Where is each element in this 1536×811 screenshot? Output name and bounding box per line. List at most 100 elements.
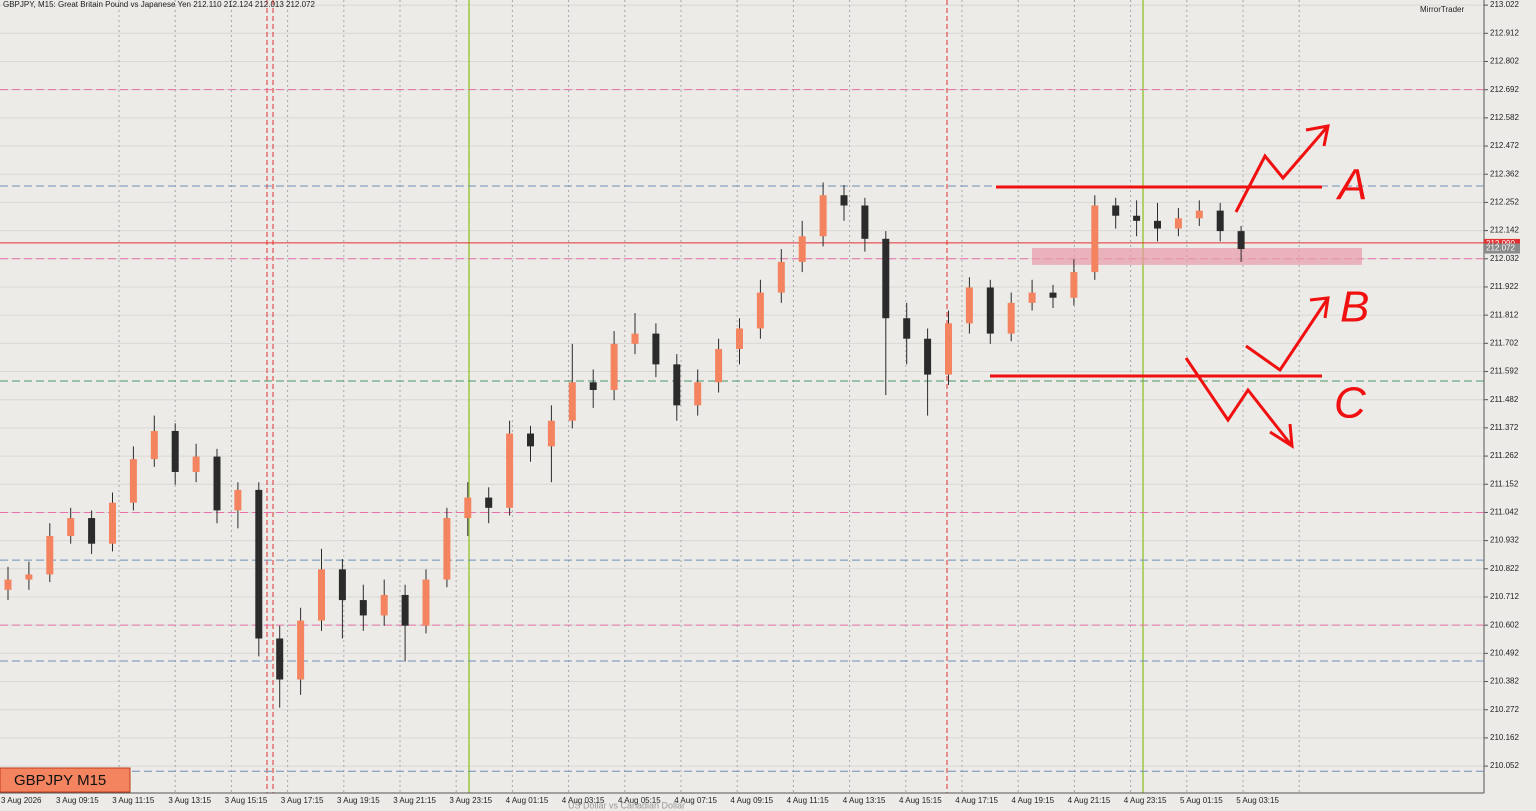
candle-body bbox=[380, 594, 388, 616]
x-tick-label: 3 Aug 23:15 bbox=[449, 796, 492, 805]
candle-body bbox=[715, 348, 723, 383]
x-tick-label: 4 Aug 09:15 bbox=[730, 796, 773, 805]
candle-body bbox=[150, 430, 158, 460]
candle-body bbox=[1049, 292, 1057, 298]
x-tick-label: 3 Aug 2026 bbox=[1, 796, 42, 805]
x-tick-label: 4 Aug 21:15 bbox=[1068, 796, 1111, 805]
candle-body bbox=[506, 433, 514, 508]
footer-text: US Dollar vs Canadian Dollar bbox=[568, 800, 685, 810]
x-tick-label: 4 Aug 07:15 bbox=[674, 796, 717, 805]
y-tick-label: 210.052 bbox=[1490, 761, 1519, 770]
x-tick-label: 4 Aug 01:15 bbox=[506, 796, 549, 805]
candle-body bbox=[1112, 205, 1120, 216]
candle-body bbox=[88, 518, 96, 544]
x-tick-label: 4 Aug 13:15 bbox=[843, 796, 886, 805]
y-tick-label: 211.482 bbox=[1490, 395, 1519, 404]
candle-body bbox=[756, 292, 764, 329]
y-tick-label: 211.042 bbox=[1490, 508, 1519, 517]
candle-body bbox=[171, 430, 179, 472]
candle-body bbox=[1195, 210, 1203, 219]
price-label: 212.090 bbox=[1486, 239, 1515, 248]
y-tick-label: 210.602 bbox=[1490, 620, 1519, 629]
y-tick-label: 212.802 bbox=[1490, 57, 1519, 66]
chart-title: GBPJPY, M15: Great Britain Pound vs Japa… bbox=[3, 0, 315, 9]
candle-body bbox=[109, 502, 116, 544]
y-tick-label: 210.162 bbox=[1490, 733, 1519, 742]
x-tick-label: 4 Aug 17:15 bbox=[955, 796, 998, 805]
annotations: A B C bbox=[990, 124, 1369, 449]
y-tick-label: 211.922 bbox=[1490, 282, 1519, 291]
zone bbox=[1032, 248, 1362, 265]
candle-body bbox=[1091, 205, 1099, 273]
x-tick-label: 3 Aug 13:15 bbox=[168, 796, 211, 805]
candle-body bbox=[255, 489, 263, 639]
x-tick-label: 4 Aug 23:15 bbox=[1124, 796, 1167, 805]
candle-body bbox=[234, 489, 242, 511]
y-tick-label: 210.822 bbox=[1490, 564, 1519, 573]
candle-body bbox=[986, 287, 994, 334]
candle-body bbox=[882, 238, 890, 319]
y-tick-label: 210.712 bbox=[1490, 592, 1519, 601]
y-tick-label: 211.592 bbox=[1490, 367, 1519, 376]
candle-body bbox=[213, 456, 221, 511]
x-tick-label: 4 Aug 03:15 bbox=[562, 796, 605, 805]
candle-body bbox=[401, 594, 409, 626]
y-tick-label: 212.582 bbox=[1490, 113, 1519, 122]
annotation-label: A bbox=[1335, 161, 1367, 210]
annotation-label: B bbox=[1340, 283, 1369, 332]
candle-body bbox=[422, 579, 430, 626]
x-tick-label: 5 Aug 03:15 bbox=[1236, 796, 1279, 805]
y-tick-label: 210.492 bbox=[1490, 648, 1519, 657]
y-tick-label: 212.362 bbox=[1490, 169, 1519, 178]
y-tick-label: 212.472 bbox=[1490, 141, 1519, 150]
plot-area bbox=[0, 0, 1484, 793]
candle-body bbox=[861, 205, 869, 239]
arrow bbox=[1234, 124, 1330, 213]
candle-body bbox=[945, 323, 952, 375]
y-tick-label: 212.032 bbox=[1490, 254, 1519, 263]
x-tick-label: 3 Aug 15:15 bbox=[225, 796, 268, 805]
candle-body bbox=[464, 497, 472, 519]
y-tick-label: 211.262 bbox=[1490, 451, 1519, 460]
x-tick-label: 4 Aug 19:15 bbox=[1011, 796, 1054, 805]
y-tick-label: 211.702 bbox=[1490, 338, 1519, 347]
y-tick-label: 210.272 bbox=[1490, 705, 1519, 714]
candle-body bbox=[1007, 302, 1015, 334]
x-tick-label: 4 Aug 15:15 bbox=[899, 796, 942, 805]
x-tick-label: 3 Aug 19:15 bbox=[337, 796, 380, 805]
candle-body bbox=[652, 333, 660, 365]
candle-body bbox=[736, 328, 743, 349]
y-tick-label: 210.382 bbox=[1490, 677, 1519, 686]
candle-body bbox=[798, 236, 806, 262]
candle-body bbox=[819, 195, 827, 237]
y-tick-label: 212.692 bbox=[1490, 85, 1519, 94]
candle-body bbox=[67, 518, 75, 537]
price-label: 212.072 bbox=[1486, 244, 1515, 253]
candle-body bbox=[840, 195, 848, 206]
candle-body bbox=[1133, 215, 1141, 221]
candle-body bbox=[276, 638, 284, 680]
candle-body bbox=[527, 433, 534, 447]
candle-body bbox=[673, 364, 681, 406]
y-tick-label: 210.932 bbox=[1490, 536, 1519, 545]
y-tick-label: 212.912 bbox=[1490, 28, 1519, 37]
x-tick-label: 5 Aug 01:15 bbox=[1180, 796, 1223, 805]
candle-body bbox=[25, 574, 33, 580]
candle-body bbox=[1174, 218, 1182, 229]
y-tick-label: 211.372 bbox=[1490, 423, 1519, 432]
x-tick-label: 3 Aug 17:15 bbox=[281, 796, 324, 805]
badge-text: GBPJPY M15 bbox=[14, 772, 106, 789]
y-tick-label: 212.142 bbox=[1490, 226, 1519, 235]
price-label-bg bbox=[1484, 243, 1520, 254]
candle-body bbox=[1216, 210, 1224, 232]
candle-body bbox=[568, 382, 576, 421]
candle-body bbox=[589, 382, 597, 390]
symbol-badge bbox=[0, 767, 131, 793]
y-tick-label: 211.152 bbox=[1490, 479, 1519, 488]
arrow bbox=[1245, 296, 1330, 373]
candle-body bbox=[297, 620, 305, 680]
x-tick-label: 4 Aug 11:15 bbox=[787, 796, 830, 805]
candle-body bbox=[318, 569, 325, 621]
